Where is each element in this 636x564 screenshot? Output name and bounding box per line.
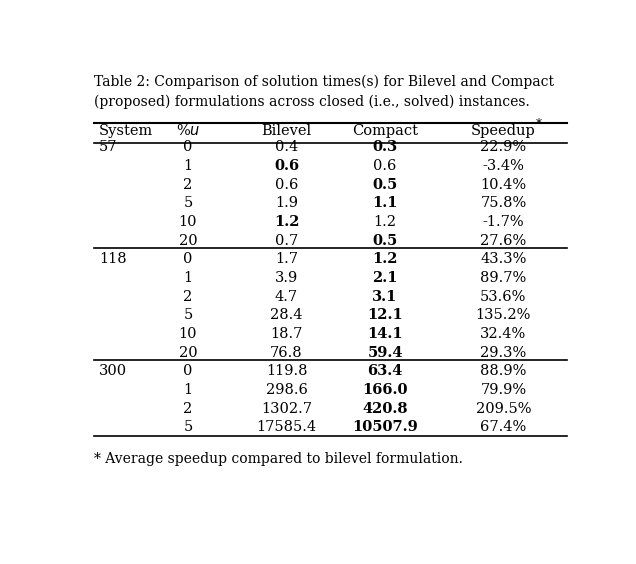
Text: 298.6: 298.6: [266, 383, 307, 397]
Text: 4.7: 4.7: [275, 289, 298, 303]
Text: 20: 20: [179, 233, 197, 248]
Text: * Average speedup compared to bilevel formulation.: * Average speedup compared to bilevel fo…: [94, 452, 463, 466]
Text: 63.4: 63.4: [368, 364, 403, 378]
Text: 0.3: 0.3: [373, 140, 398, 154]
Text: 2: 2: [183, 289, 193, 303]
Text: System: System: [99, 124, 153, 138]
Text: Bilevel: Bilevel: [261, 124, 312, 138]
Text: 1: 1: [183, 271, 193, 285]
Text: 1.2: 1.2: [372, 252, 398, 266]
Text: -3.4%: -3.4%: [483, 159, 524, 173]
Text: 89.7%: 89.7%: [480, 271, 527, 285]
Text: 59.4: 59.4: [368, 346, 403, 360]
Text: 0: 0: [183, 140, 193, 154]
Text: 5: 5: [183, 196, 193, 210]
Text: 5: 5: [183, 420, 193, 434]
Text: 88.9%: 88.9%: [480, 364, 527, 378]
Text: 22.9%: 22.9%: [480, 140, 527, 154]
Text: 0.5: 0.5: [373, 178, 398, 192]
Text: 17585.4: 17585.4: [256, 420, 317, 434]
Text: 209.5%: 209.5%: [476, 402, 531, 416]
Text: 118: 118: [99, 252, 127, 266]
Text: Speedup: Speedup: [471, 124, 536, 138]
Text: 18.7: 18.7: [270, 327, 303, 341]
Text: 10.4%: 10.4%: [480, 178, 527, 192]
Text: 75.8%: 75.8%: [480, 196, 527, 210]
Text: 0.7: 0.7: [275, 233, 298, 248]
Text: 10: 10: [179, 327, 197, 341]
Text: 1.7: 1.7: [275, 252, 298, 266]
Text: 76.8: 76.8: [270, 346, 303, 360]
Text: 300: 300: [99, 364, 127, 378]
Text: 43.3%: 43.3%: [480, 252, 527, 266]
Text: 0: 0: [183, 252, 193, 266]
Text: 1: 1: [183, 383, 193, 397]
Text: 1302.7: 1302.7: [261, 402, 312, 416]
Text: 20: 20: [179, 346, 197, 360]
Text: 1.9: 1.9: [275, 196, 298, 210]
Text: 420.8: 420.8: [363, 402, 408, 416]
Text: 1.1: 1.1: [372, 196, 398, 210]
Text: 1: 1: [183, 159, 193, 173]
Text: 53.6%: 53.6%: [480, 289, 527, 303]
Text: 14.1: 14.1: [367, 327, 403, 341]
Text: Table 2: Comparison of solution times(s) for Bilevel and Compact: Table 2: Comparison of solution times(s)…: [94, 74, 555, 89]
Text: -1.7%: -1.7%: [483, 215, 524, 229]
Text: 79.9%: 79.9%: [480, 383, 527, 397]
Text: 0: 0: [183, 364, 193, 378]
Text: 1.2: 1.2: [273, 215, 300, 229]
Text: 67.4%: 67.4%: [480, 420, 527, 434]
Text: 32.4%: 32.4%: [480, 327, 527, 341]
Text: *: *: [536, 118, 542, 131]
Text: 2.1: 2.1: [372, 271, 398, 285]
Text: 57: 57: [99, 140, 118, 154]
Text: 10507.9: 10507.9: [352, 420, 418, 434]
Text: 12.1: 12.1: [367, 308, 403, 322]
Text: 2: 2: [183, 402, 193, 416]
Text: 1.2: 1.2: [373, 215, 397, 229]
Text: %$u$: %$u$: [176, 123, 200, 138]
Text: Compact: Compact: [352, 124, 418, 138]
Text: 135.2%: 135.2%: [476, 308, 531, 322]
Text: 3.9: 3.9: [275, 271, 298, 285]
Text: 119.8: 119.8: [266, 364, 307, 378]
Text: (proposed) formulations across closed (i.e., solved) instances.: (proposed) formulations across closed (i…: [94, 95, 530, 109]
Text: 166.0: 166.0: [363, 383, 408, 397]
Text: 5: 5: [183, 308, 193, 322]
Text: 28.4: 28.4: [270, 308, 303, 322]
Text: 0.6: 0.6: [274, 159, 299, 173]
Text: 29.3%: 29.3%: [480, 346, 527, 360]
Text: 10: 10: [179, 215, 197, 229]
Text: 27.6%: 27.6%: [480, 233, 527, 248]
Text: 0.6: 0.6: [373, 159, 397, 173]
Text: 3.1: 3.1: [373, 289, 398, 303]
Text: 0.5: 0.5: [373, 233, 398, 248]
Text: 0.6: 0.6: [275, 178, 298, 192]
Text: 2: 2: [183, 178, 193, 192]
Text: 0.4: 0.4: [275, 140, 298, 154]
